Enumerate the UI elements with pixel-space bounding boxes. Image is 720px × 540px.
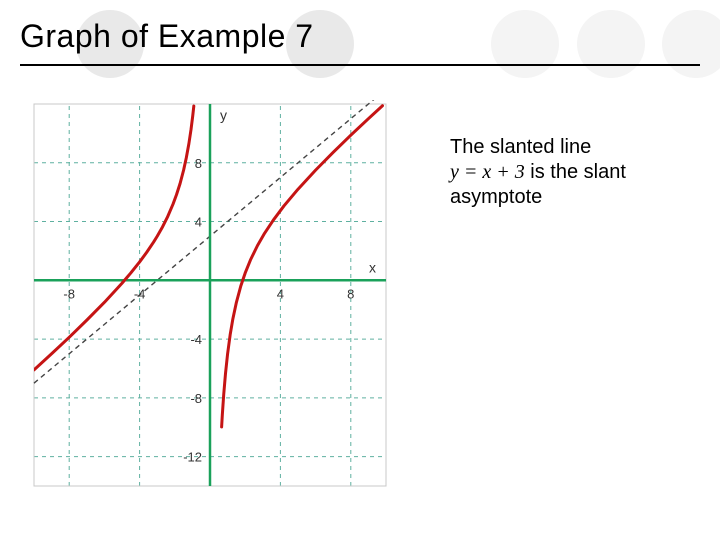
svg-text:8: 8	[195, 156, 202, 171]
content-area: -8-448-12-8-448xy The slanted line y = x…	[30, 100, 700, 520]
chart-container: -8-448-12-8-448xy	[30, 100, 390, 495]
svg-text:4: 4	[195, 215, 202, 230]
svg-text:x: x	[369, 259, 376, 275]
function-chart: -8-448-12-8-448xy	[30, 100, 390, 490]
svg-text:-4: -4	[190, 332, 202, 347]
slide: Graph of Example 7 -8-448-12-8-448xy The…	[0, 0, 720, 540]
svg-text:y: y	[220, 107, 227, 123]
svg-text:4: 4	[277, 286, 284, 301]
svg-text:-4: -4	[134, 286, 146, 301]
caption-line3: asymptote	[450, 186, 542, 208]
caption-equation: y = x + 3	[450, 161, 525, 183]
title-block: Graph of Example 7	[20, 18, 700, 55]
svg-text:-8: -8	[63, 286, 75, 301]
caption-text: The slanted line y = x + 3 is the slant …	[450, 135, 720, 210]
svg-text:-8: -8	[190, 391, 202, 406]
caption-line2b: is the slant	[525, 161, 626, 183]
svg-text:-12: -12	[183, 450, 202, 465]
page-title: Graph of Example 7	[20, 18, 700, 55]
caption-line1: The slanted line	[450, 136, 591, 158]
title-underline	[20, 64, 700, 66]
svg-text:8: 8	[347, 286, 354, 301]
